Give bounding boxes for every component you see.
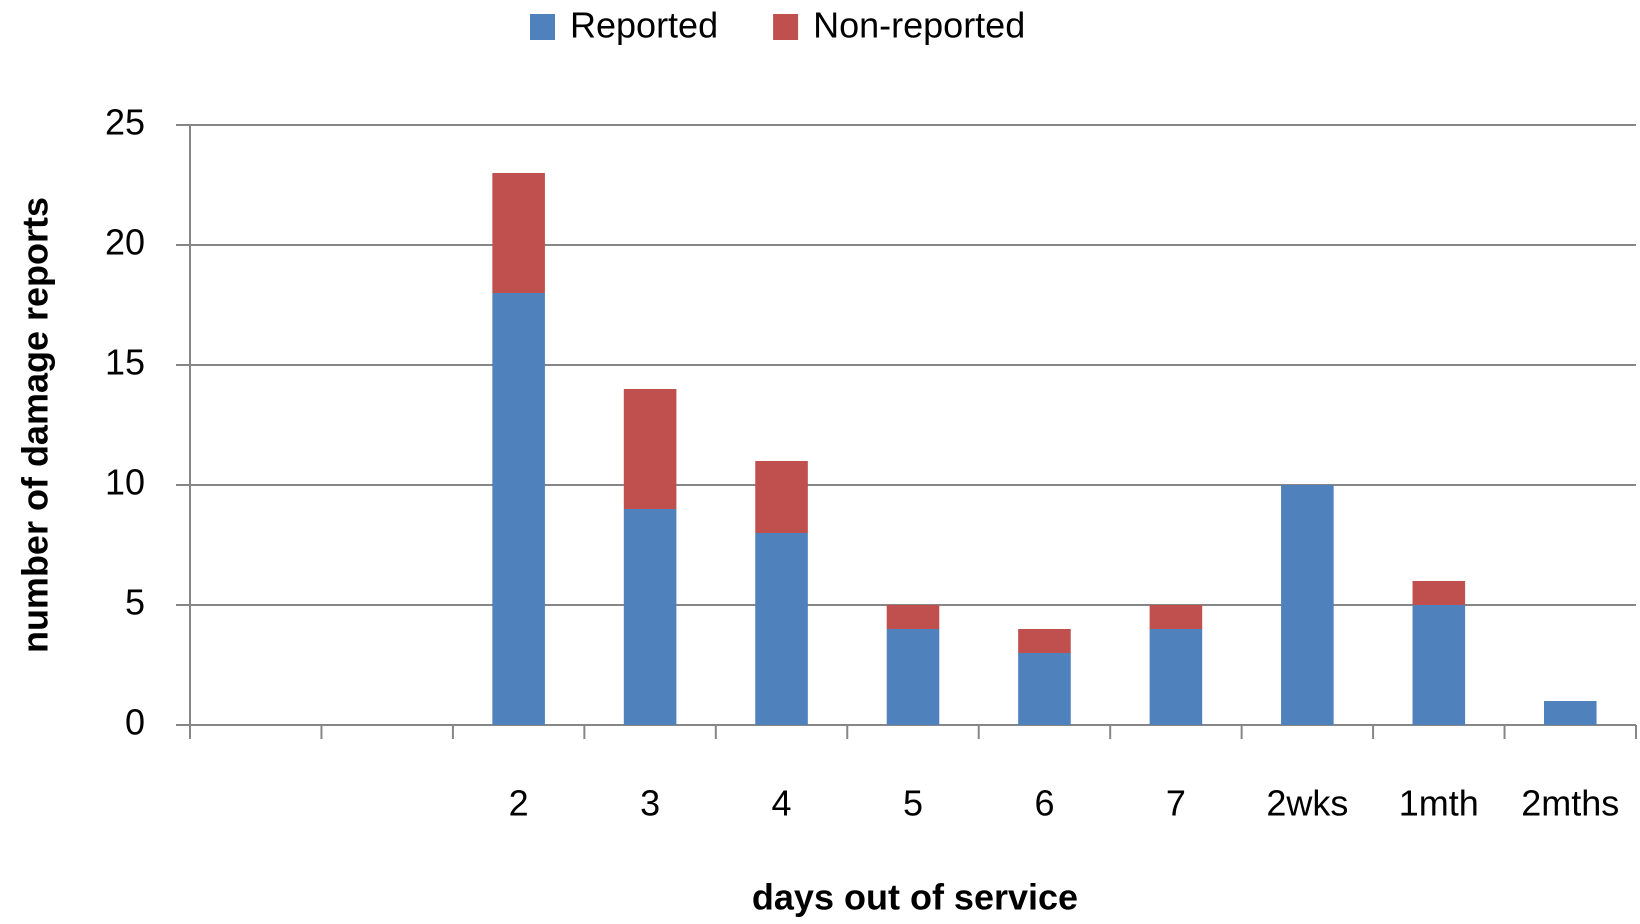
bar-segment bbox=[1412, 581, 1466, 605]
legend-label: Non-reported bbox=[813, 5, 1025, 46]
bar-segment bbox=[755, 461, 808, 533]
legend-swatch bbox=[530, 14, 555, 40]
legend-swatch bbox=[773, 14, 799, 40]
legend-label: Reported bbox=[570, 5, 718, 46]
bar-segment bbox=[1018, 653, 1071, 725]
bar-segment bbox=[886, 605, 940, 629]
bar-segment bbox=[755, 533, 808, 725]
bar-segment bbox=[1149, 605, 1203, 629]
y-tick-label: 0 bbox=[125, 702, 145, 743]
x-tick-label: 3 bbox=[640, 783, 660, 824]
bar-segment bbox=[886, 629, 940, 725]
x-tick-label: 2mths bbox=[1521, 783, 1619, 824]
x-tick-label: 2 bbox=[509, 783, 529, 824]
x-tick-label: 5 bbox=[903, 783, 923, 824]
bar-segment bbox=[623, 509, 677, 725]
y-tick-label: 5 bbox=[125, 582, 145, 623]
bar-segment bbox=[1412, 605, 1466, 725]
y-tick-label: 25 bbox=[105, 102, 145, 143]
bar-segment bbox=[1543, 701, 1597, 725]
bar-segment bbox=[492, 173, 545, 293]
x-tick-label: 7 bbox=[1166, 783, 1186, 824]
bar-segment bbox=[623, 389, 677, 509]
x-tick-label: 1mth bbox=[1399, 783, 1479, 824]
bar-segment bbox=[1149, 629, 1203, 725]
x-axis-label: days out of service bbox=[752, 877, 1078, 918]
x-tick-label: 4 bbox=[772, 783, 792, 824]
y-tick-label: 15 bbox=[105, 342, 145, 383]
bar-segment bbox=[492, 293, 545, 725]
y-tick-label: 20 bbox=[105, 222, 145, 263]
y-axis-label: number of damage reports bbox=[15, 197, 56, 653]
x-tick-label: 6 bbox=[1034, 783, 1054, 824]
bar-segment bbox=[1281, 485, 1334, 725]
y-tick-label: 10 bbox=[105, 462, 145, 503]
bar-segment bbox=[1018, 629, 1071, 653]
x-tick-label: 2wks bbox=[1266, 783, 1348, 824]
